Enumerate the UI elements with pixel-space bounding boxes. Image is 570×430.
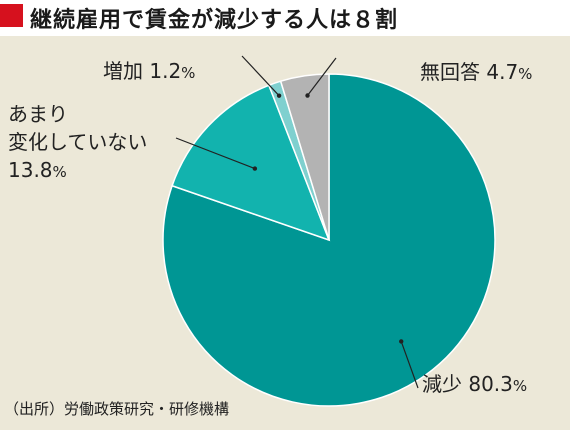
label-slice-decrease: 減少 80.3% <box>422 371 527 399</box>
slice-value: 13.8 <box>8 158 53 182</box>
slice-name-line1: あまり <box>8 102 68 126</box>
source-note: （出所）労働政策研究・研修機構 <box>4 400 230 418</box>
leader-decrease-dot <box>399 339 404 344</box>
title-marker <box>0 4 23 27</box>
slice-unit: % <box>52 163 67 181</box>
chart-panel: 増加 1.2% 無回答 4.7% あまり 変化していない 13.8% 減少 80… <box>0 36 570 430</box>
slice-unit: % <box>512 377 528 395</box>
pie-chart <box>162 55 496 407</box>
label-slice-increase: 増加 1.2% <box>103 58 195 86</box>
slice-name-line2: 変化していない <box>8 130 148 154</box>
slice-name: 無回答 <box>420 60 480 84</box>
label-slice-no-answer: 無回答 4.7% <box>420 59 532 87</box>
leader-no-answer <box>307 57 337 96</box>
slice-no-answer <box>279 73 330 241</box>
slice-value: 80.3 <box>468 372 513 396</box>
chart-title: 継続雇用で賃金が減少する人は８割 <box>30 8 399 33</box>
leader-increase <box>241 55 280 97</box>
slice-unit: % <box>518 65 533 83</box>
slice-unchanged <box>171 84 331 242</box>
leader-unchanged-dot <box>252 166 258 171</box>
leader-unchanged <box>175 137 256 170</box>
leader-increase-dot <box>276 93 282 98</box>
slice-value: 4.7 <box>486 60 519 84</box>
slice-unit: % <box>181 64 196 82</box>
label-slice-unchanged: あまり 変化していない 13.8% <box>8 100 147 186</box>
chart-header: 継続雇用で賃金が減少する人は８割 <box>0 0 570 36</box>
slice-value: 1.2 <box>149 59 182 83</box>
leader-no-answer-dot <box>305 93 310 98</box>
slice-name: 増加 <box>103 59 143 83</box>
leader-decrease <box>400 341 419 389</box>
slice-name: 減少 <box>422 372 462 396</box>
